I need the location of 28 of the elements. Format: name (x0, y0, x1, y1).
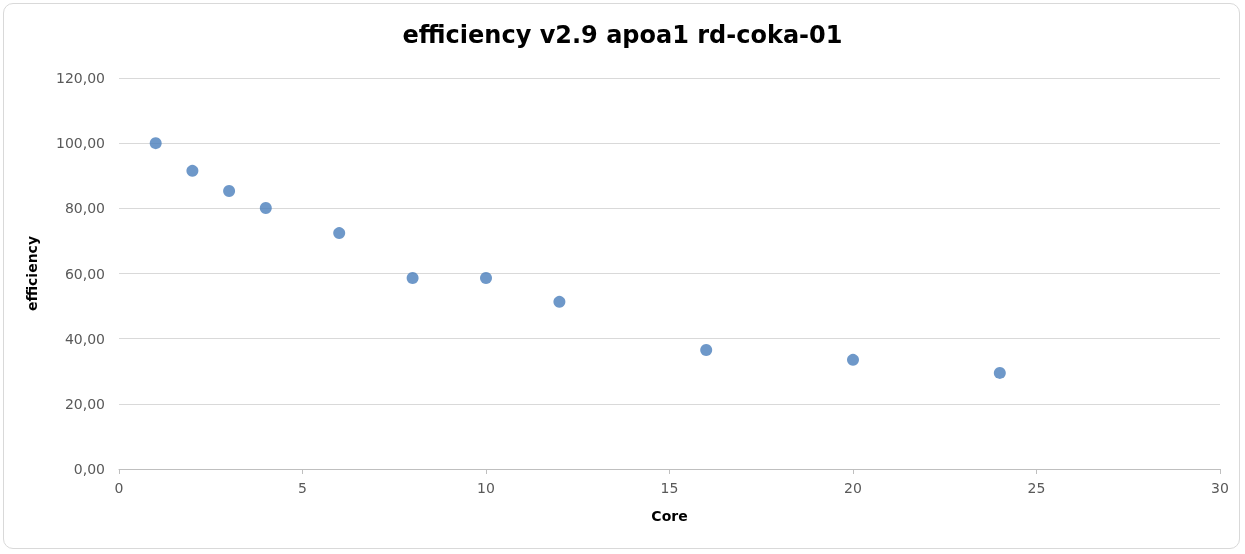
x-tick-label: 5 (298, 480, 307, 496)
point (553, 295, 566, 308)
y-tick-label: 0,00 (73, 461, 105, 477)
x-tick-label: 25 (1027, 480, 1046, 496)
x-axis-title: Core (651, 508, 688, 524)
point (406, 272, 419, 285)
point (149, 137, 162, 150)
y-tick-label: 40,00 (64, 330, 105, 347)
x-tick-label: 10 (477, 480, 495, 496)
x-tick-label: 20 (844, 480, 862, 496)
y-tick-label: 120,00 (56, 70, 105, 86)
chart-title: efficiency v2.9 apoa1 rd-coka-01 (402, 21, 843, 49)
x-tick-label: 30 (1211, 480, 1229, 496)
x-tick-label: 0 (114, 480, 124, 496)
point (993, 366, 1006, 379)
y-axis-title: efficiency (24, 235, 40, 312)
y-tick-label: 100,00 (56, 135, 105, 152)
point (223, 185, 236, 198)
point (847, 353, 859, 366)
y-tick-label: 60,00 (64, 265, 105, 282)
point (186, 164, 199, 177)
point (259, 202, 272, 214)
y-tick-label: 20,00 (64, 395, 105, 412)
y-tick-label: 80,00 (64, 200, 105, 217)
point (700, 344, 713, 357)
point (333, 227, 346, 240)
point (480, 272, 492, 285)
x-tick-label: 15 (660, 480, 679, 496)
